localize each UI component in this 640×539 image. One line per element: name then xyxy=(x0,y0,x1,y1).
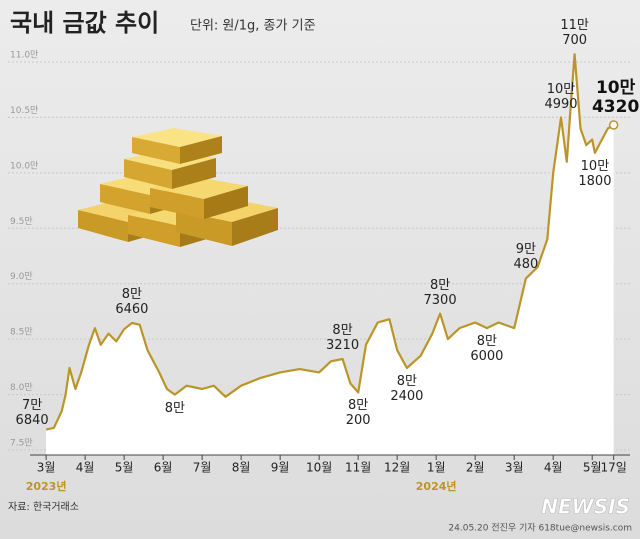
x-tick-label: 5월 xyxy=(583,461,602,475)
x-tick-label: 8월 xyxy=(232,461,251,475)
gold-bars xyxy=(78,128,278,247)
x-tick-label: 7월 xyxy=(193,461,212,475)
source: 자료: 한국거래소 xyxy=(8,501,79,513)
y-tick-label: 10.5만 xyxy=(10,105,38,116)
data-label: 8만 xyxy=(164,400,185,416)
x-tick-label: 3월 xyxy=(37,461,56,475)
data-label: 8만 2400 xyxy=(390,373,424,404)
x-tick-label: 12월 xyxy=(384,461,410,475)
x-tick-label: 6월 xyxy=(154,461,173,475)
x-tick-label: 10월 xyxy=(306,461,332,475)
data-label: 10만 4990 xyxy=(544,81,578,112)
y-tick-label: 8.0만 xyxy=(10,382,33,393)
data-label: 7만 6840 xyxy=(15,397,49,428)
logo: NEWSIS xyxy=(541,495,630,519)
x-tick-label: 1월 xyxy=(427,461,446,475)
year-label: 2023년 xyxy=(26,479,67,493)
x-tick-label: 5월 xyxy=(115,461,134,475)
data-label: 10만 1800 xyxy=(578,158,612,189)
subtitle: 단위: 원/1g, 종가 기준 xyxy=(190,19,316,34)
area-fill xyxy=(46,54,614,455)
chart-title: 국내 금값 추이 xyxy=(10,9,159,37)
data-label: 11만 700 xyxy=(560,18,589,49)
data-label: 9만 480 xyxy=(513,242,539,273)
x-tick-label: 3월 xyxy=(505,461,524,475)
y-tick-label: 11.0만 xyxy=(10,50,38,61)
x-tick-label: 17일 xyxy=(600,461,626,475)
x-tick-label: 4월 xyxy=(544,461,563,475)
data-label: 8만 7300 xyxy=(423,277,457,308)
x-tick-label: 9월 xyxy=(271,461,290,475)
data-label: 8만 200 xyxy=(345,398,371,429)
y-tick-label: 9.0만 xyxy=(10,271,33,282)
data-label: 8만 3210 xyxy=(326,322,360,353)
end-marker xyxy=(608,120,619,130)
y-tick-label: 10.0만 xyxy=(10,160,38,171)
x-tick-label: 11월 xyxy=(345,461,371,475)
y-tick-label: 7.5만 xyxy=(10,438,33,449)
x-tick-label: 4월 xyxy=(76,461,95,475)
price-line xyxy=(45,53,615,431)
y-tick-label: 9.5만 xyxy=(10,216,33,227)
x-tick-label: 2월 xyxy=(466,461,485,475)
data-label: 8만 6460 xyxy=(115,286,149,317)
plot: 7.5만 8.0만 8.5만 9.0만 9.5만 10.0만 10.5만 11.0만 3월 4월 5… xyxy=(8,50,632,493)
data-label: 8만 6000 xyxy=(470,334,504,365)
y-tick-label: 8.5만 xyxy=(10,327,33,338)
data-label: 10만 4320 xyxy=(591,77,640,117)
year-label: 2024년 xyxy=(416,479,457,493)
credit: 24.05.20 전진우 기자 618tue@newsis.com xyxy=(448,523,632,534)
